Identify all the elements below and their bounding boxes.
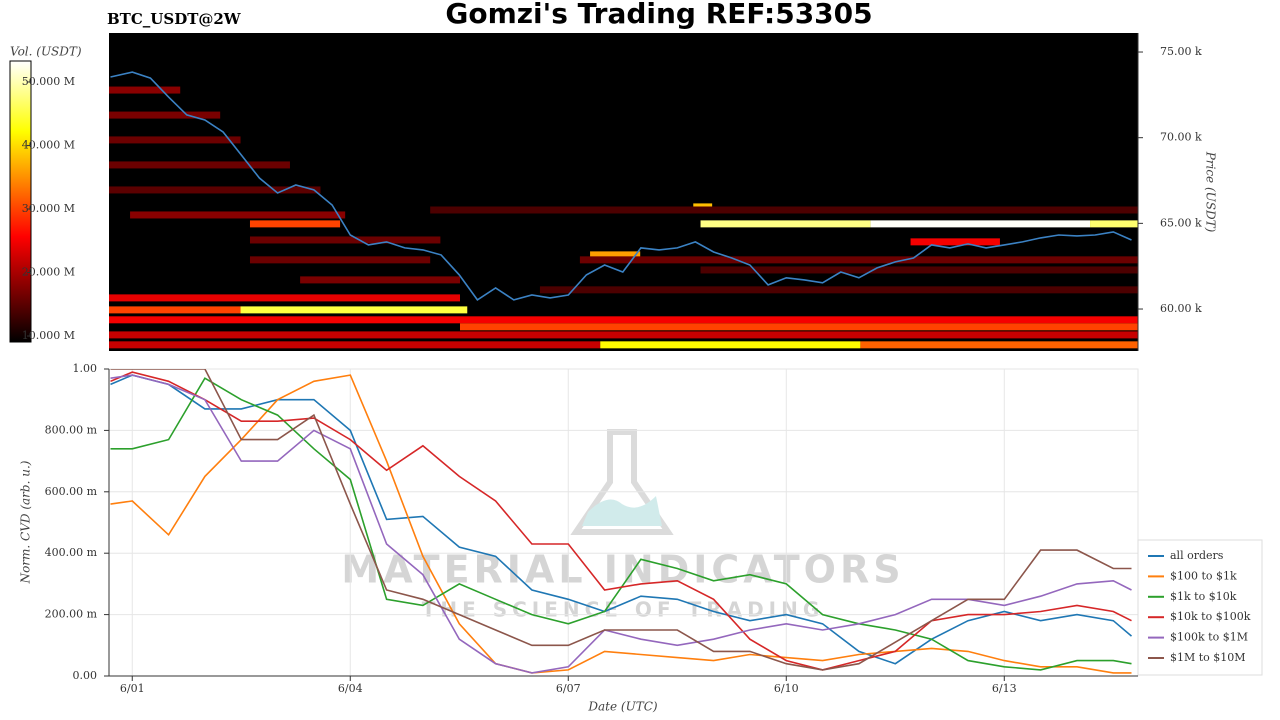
y-tick-label: 60.00 k bbox=[1160, 302, 1202, 315]
heatmap-cell bbox=[109, 186, 321, 194]
heatmap-cell bbox=[240, 306, 468, 314]
heatmap-cell bbox=[459, 323, 1138, 331]
y-tick-label: 65.00 k bbox=[1160, 216, 1202, 229]
watermark-flask bbox=[570, 429, 674, 535]
legend-label: $100k to $1M bbox=[1170, 631, 1248, 644]
colorbar-tick-label: 40.000 M bbox=[22, 138, 75, 151]
heatmap-cell bbox=[249, 236, 441, 244]
heatmap-cell bbox=[109, 161, 290, 169]
y-tick-label: 600.00 m bbox=[45, 485, 98, 498]
heatmap-cell bbox=[910, 238, 1000, 246]
heatmap-cell bbox=[109, 306, 241, 314]
legend-label: $100 to $1k bbox=[1170, 569, 1237, 582]
heatmap-cell bbox=[600, 341, 861, 349]
heatmap-cell bbox=[1090, 220, 1138, 228]
series-line bbox=[110, 371, 1132, 671]
x-tick-label: 6/13 bbox=[992, 682, 1017, 695]
heatmap-cell bbox=[109, 341, 601, 349]
series-line bbox=[110, 369, 1132, 671]
heatmap-cell bbox=[109, 294, 460, 302]
x-tick-label: 6/10 bbox=[774, 682, 799, 695]
heatmap-cell bbox=[860, 341, 1138, 349]
x-tick-label: 6/01 bbox=[120, 682, 145, 695]
heatmap-cell bbox=[539, 286, 1138, 294]
heatmap-cell bbox=[130, 211, 346, 219]
colorbar-label: Vol. (USDT) bbox=[10, 45, 82, 59]
heatmap-cell bbox=[590, 251, 641, 259]
y-tick-label: 800.00 m bbox=[45, 423, 98, 436]
colorbar-tick-label: 50.000 M bbox=[22, 75, 75, 88]
heatmap-cell bbox=[700, 266, 1138, 274]
y-tick-label: 0.00 bbox=[73, 669, 98, 682]
legend-label: $10k to $100k bbox=[1170, 610, 1251, 623]
watermark-text: THE SCIENCE OF TRADING bbox=[422, 598, 825, 622]
price-line bbox=[110, 71, 1132, 301]
heatmap-cell bbox=[109, 331, 1138, 339]
watermark-text: MATERIAL INDICATORS bbox=[341, 548, 904, 592]
series-line bbox=[110, 377, 1132, 671]
legend-label: $1M to $10M bbox=[1170, 651, 1246, 664]
legend-label: all orders bbox=[1170, 549, 1224, 562]
y-tick-label: 200.00 m bbox=[45, 608, 98, 621]
y-tick-label: 75.00 k bbox=[1160, 45, 1202, 58]
heatmap-cell bbox=[579, 256, 1138, 264]
chart-subtitle: BTC_USDT@2W bbox=[107, 10, 242, 28]
heatmap-cell bbox=[300, 276, 460, 284]
heatmap-cell bbox=[109, 111, 221, 119]
legend-box bbox=[1137, 539, 1263, 676]
legend-label: $1k to $10k bbox=[1170, 590, 1237, 603]
series-line bbox=[110, 374, 1132, 674]
heatmap-cell bbox=[249, 256, 431, 264]
y-axis-label: Price (USDT) bbox=[1204, 151, 1218, 233]
chart-title: Gomzi's Trading REF:53305 bbox=[445, 0, 872, 30]
colorbar-tick-label: 30.000 M bbox=[22, 202, 75, 215]
heatmap-cell bbox=[109, 86, 181, 94]
heatmap-cell bbox=[870, 220, 1091, 228]
heatmap-cell bbox=[109, 136, 241, 144]
y-tick-label: 70.00 k bbox=[1160, 131, 1202, 144]
y-tick-label: 400.00 m bbox=[45, 546, 98, 559]
y-tick-label: 1.00 bbox=[73, 362, 98, 375]
heatmap-cells bbox=[109, 71, 1138, 349]
y-axis-label: Norm. CVD (arb. u.) bbox=[19, 460, 33, 584]
heatmap-cell bbox=[109, 316, 1138, 324]
heatmap-cell bbox=[249, 220, 341, 228]
x-tick-label: 6/07 bbox=[556, 682, 581, 695]
x-tick-label: 6/04 bbox=[338, 682, 363, 695]
colorbar-tick-label: 20.000 M bbox=[22, 266, 75, 279]
colorbar bbox=[9, 60, 32, 343]
heatmap-cell bbox=[700, 220, 871, 228]
colorbar-tick-label: 10.000 M bbox=[22, 329, 75, 342]
series-line bbox=[110, 374, 1132, 674]
series-line bbox=[110, 374, 1133, 665]
x-axis-label: Date (UTC) bbox=[587, 700, 657, 714]
heatmap-cell bbox=[430, 206, 1138, 214]
